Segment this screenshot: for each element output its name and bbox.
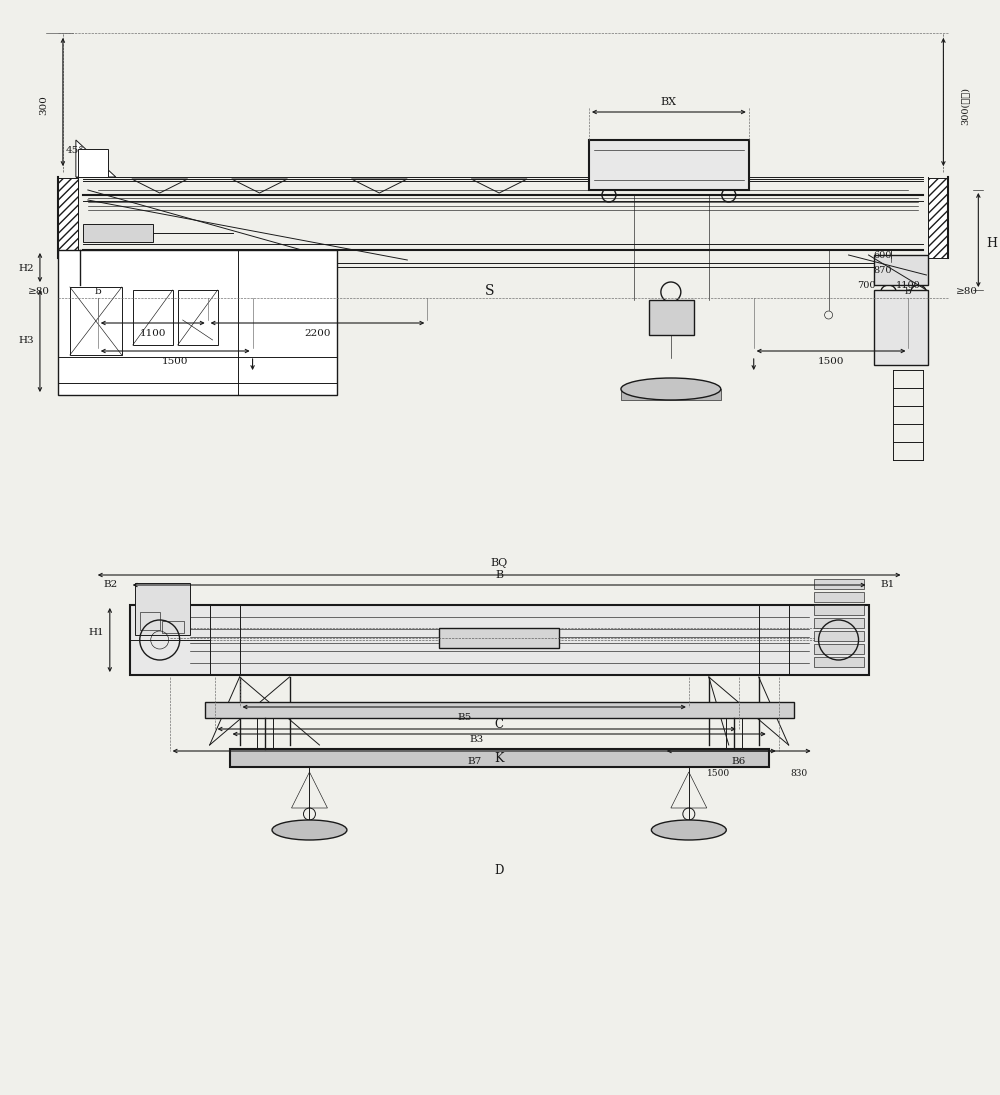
Bar [58,178,78,258]
Text: 600: 600 [873,251,891,260]
Ellipse shape [272,820,347,840]
Text: B2: B2 [104,579,118,588]
Text: ≥80: ≥80 [956,287,978,296]
Bar [178,290,218,345]
Bar [814,657,864,667]
Text: 300: 300 [39,95,48,115]
Bar [928,178,948,258]
Text: B6: B6 [732,757,746,765]
Text: ≥80: ≥80 [28,287,50,296]
Ellipse shape [651,820,726,840]
Bar [814,606,864,615]
Text: B5: B5 [457,713,471,722]
Text: B: B [495,570,503,580]
Bar [133,290,173,345]
Text: 1100: 1100 [895,280,920,289]
Text: BX: BX [661,97,677,107]
Bar [814,579,864,589]
Bar [83,224,153,242]
Ellipse shape [621,378,721,400]
Bar [439,629,559,648]
Text: b: b [94,287,101,296]
Text: 2200: 2200 [304,328,331,337]
Bar [814,592,864,602]
Bar [140,612,160,630]
Text: S: S [484,284,494,298]
Text: B3: B3 [469,735,483,744]
Text: 45°: 45° [66,146,84,154]
Text: B1: B1 [881,579,895,588]
Text: K: K [494,752,504,765]
Text: 700: 700 [857,280,876,289]
Text: H3: H3 [18,335,34,345]
Text: H: H [986,237,997,250]
Bar [130,606,869,675]
Text: 1500: 1500 [817,357,844,366]
Bar [58,250,337,395]
Bar [589,140,749,191]
Text: B7: B7 [467,757,481,765]
Bar [814,644,864,654]
Bar [162,621,184,633]
Bar [874,290,928,365]
Text: 870: 870 [873,265,891,275]
Text: b: b [905,287,912,296]
Text: D: D [494,864,504,876]
Bar [78,149,108,177]
Text: 1500: 1500 [707,769,730,777]
Text: 300(最小): 300(最小) [960,87,969,125]
Text: 1500: 1500 [161,357,188,366]
Bar [78,255,133,285]
Bar [205,702,794,718]
Polygon shape [76,140,116,177]
Bar [814,618,864,629]
Text: BQ: BQ [491,558,508,568]
Text: C: C [495,717,504,730]
Text: H1: H1 [88,627,104,636]
Text: 1100: 1100 [139,328,166,337]
Bar [70,287,122,355]
Bar [135,583,190,635]
Text: H2: H2 [18,264,34,273]
Bar [874,255,928,285]
Bar [230,749,769,766]
Bar [621,389,721,400]
Bar [814,631,864,641]
Text: 830: 830 [790,769,807,777]
Bar [649,300,694,335]
